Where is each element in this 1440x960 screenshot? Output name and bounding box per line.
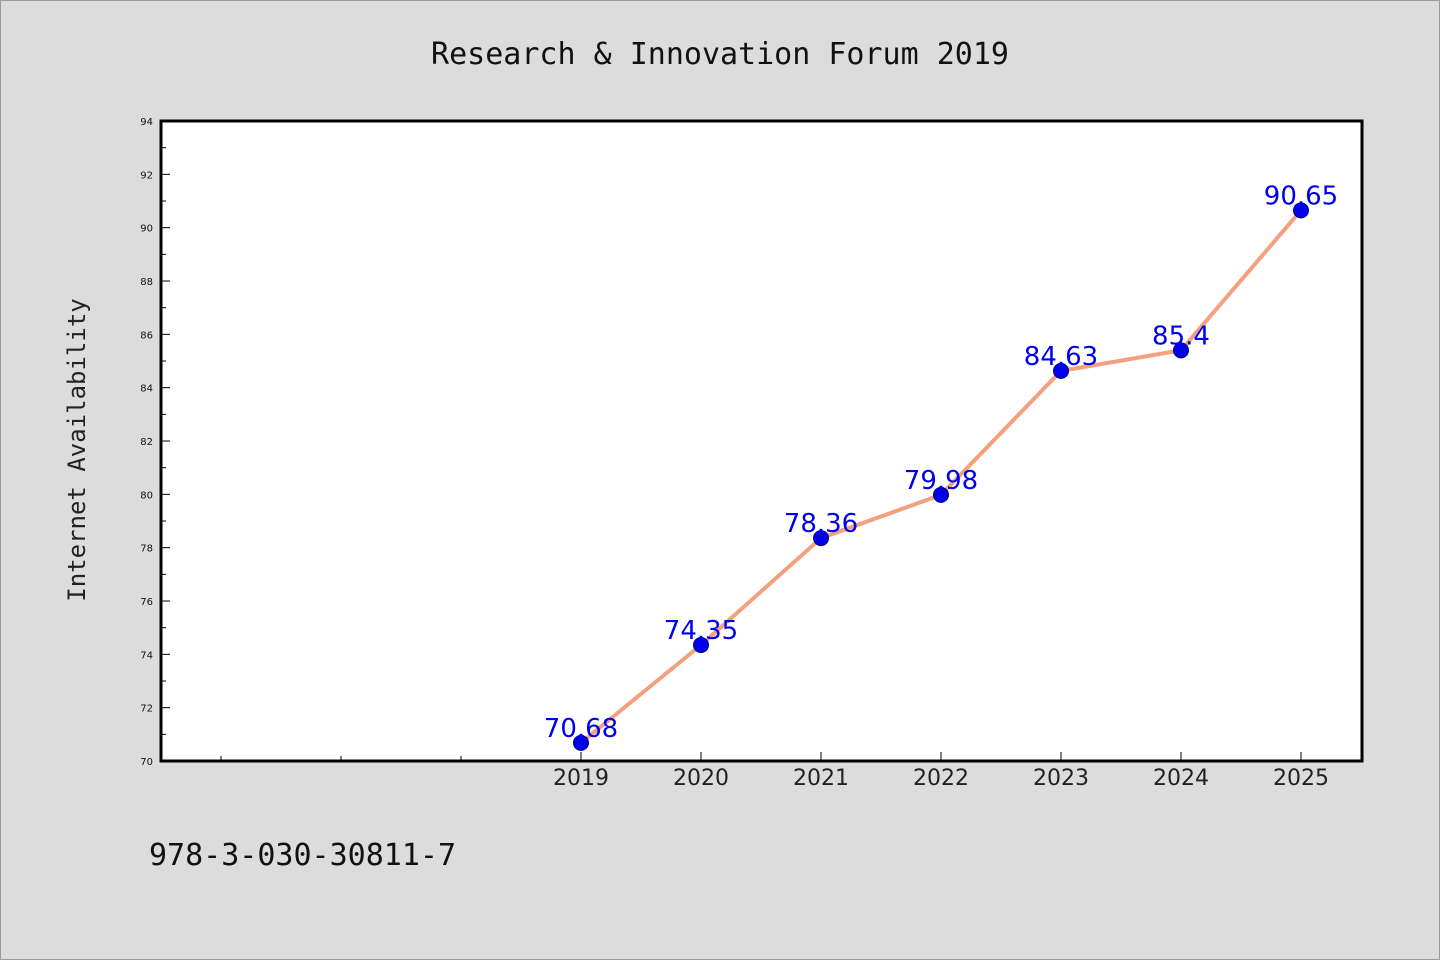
y-tick-label: 70 [140,757,153,768]
data-point [1293,202,1309,219]
x-tick-label: 2023 [1033,766,1089,791]
x-tick-label: 2022 [913,766,969,791]
x-tick-label: 2025 [1273,766,1329,791]
data-label: 74.35 [664,616,738,646]
y-tick-label: 74 [140,650,153,661]
y-tick-label: 80 [140,490,153,501]
data-point [813,530,829,547]
data-label: 84.63 [1024,342,1098,372]
y-tick-label: 72 [140,704,153,715]
y-tick-label: 92 [140,170,153,181]
y-tick-label: 82 [140,437,153,448]
x-tick-label: 2019 [553,766,609,791]
data-label: 70.68 [544,714,618,744]
x-tick-label: 2021 [793,766,849,791]
y-tick-label: 86 [140,330,153,341]
y-tick-label: 78 [140,544,153,555]
data-label: 78.36 [784,509,858,539]
isbn-footer: 978-3-030-30811-7 [149,838,456,873]
y-axis-ticks: 70 72 74 76 78 80 82 84 86 88 90 92 94 [140,117,170,768]
y-tick-label: 90 [140,224,153,235]
data-label: 90.65 [1264,181,1338,211]
series-layer: 70.68 74.35 78.36 79.98 84.63 85.4 90.65 [544,181,1338,751]
data-point [933,486,949,503]
chart-title: Research & Innovation Forum 2019 [431,37,1009,72]
data-label: 79.98 [904,466,978,496]
plot-area [159,119,1364,763]
y-tick-label: 76 [140,597,153,608]
x-axis-ticks: 2019 2020 2021 2022 2023 2024 2025 [220,752,1329,791]
y-tick-label: 94 [140,117,153,128]
x-tick-label: 2020 [673,766,729,791]
data-point [1173,342,1189,359]
y-tick-label: 88 [140,277,153,288]
data-point [1053,362,1069,379]
data-point [693,637,709,653]
y-axis-label: Internet Availability [63,298,91,601]
x-tick-label: 2024 [1153,766,1209,791]
data-point [573,734,589,751]
y-tick-label: 84 [140,384,153,395]
data-label: 85.4 [1152,321,1210,351]
